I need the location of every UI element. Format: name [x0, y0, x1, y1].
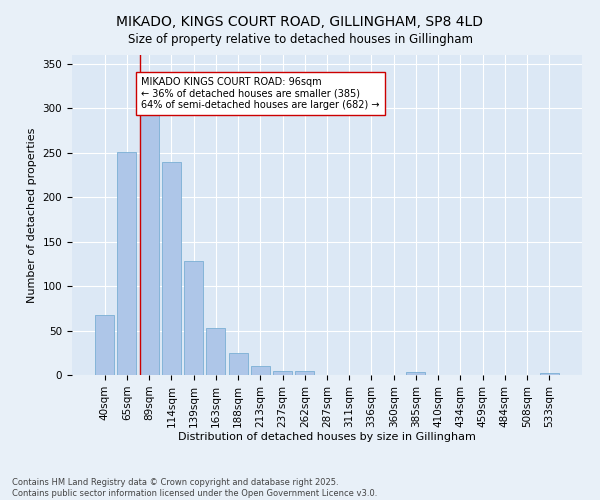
Bar — [95, 314, 114, 375]
X-axis label: Distribution of detached houses by size in Gillingham: Distribution of detached houses by size … — [178, 432, 476, 442]
Bar — [206, 328, 225, 375]
Bar — [251, 366, 270, 375]
Bar — [540, 373, 559, 375]
Bar — [162, 162, 181, 375]
Bar — [229, 353, 248, 375]
Text: Contains HM Land Registry data © Crown copyright and database right 2025.
Contai: Contains HM Land Registry data © Crown c… — [12, 478, 377, 498]
Bar — [273, 370, 292, 375]
Bar — [406, 372, 425, 375]
Bar — [118, 152, 136, 375]
Bar — [140, 116, 158, 375]
Text: MIKADO, KINGS COURT ROAD, GILLINGHAM, SP8 4LD: MIKADO, KINGS COURT ROAD, GILLINGHAM, SP… — [116, 15, 484, 29]
Bar — [184, 261, 203, 375]
Text: MIKADO KINGS COURT ROAD: 96sqm
← 36% of detached houses are smaller (385)
64% of: MIKADO KINGS COURT ROAD: 96sqm ← 36% of … — [142, 77, 380, 110]
Bar — [295, 372, 314, 375]
Text: Size of property relative to detached houses in Gillingham: Size of property relative to detached ho… — [128, 32, 473, 46]
Y-axis label: Number of detached properties: Number of detached properties — [27, 128, 37, 302]
